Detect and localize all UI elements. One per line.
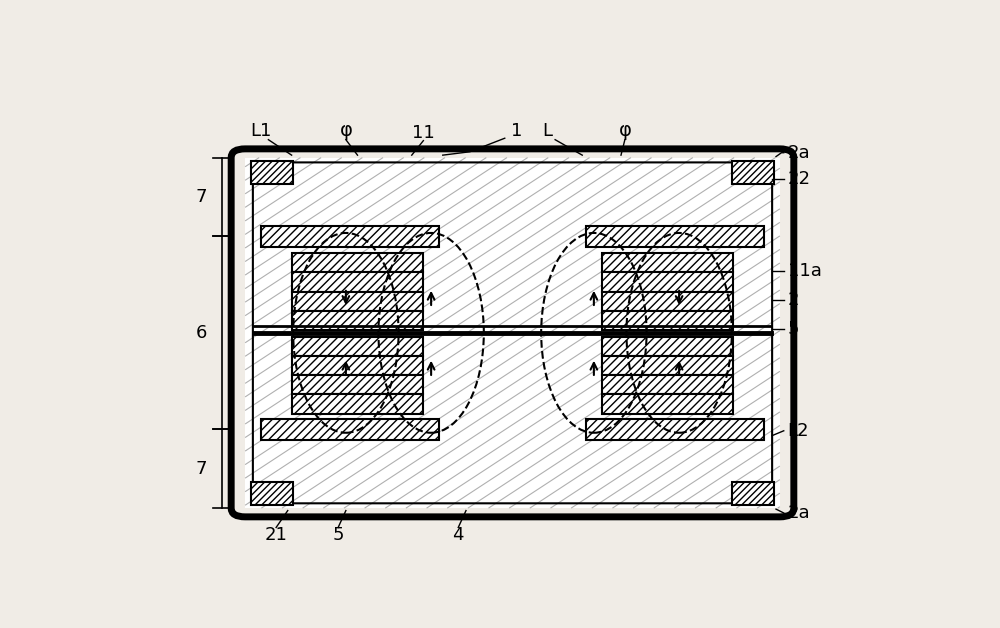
Bar xyxy=(602,337,733,356)
Bar xyxy=(251,482,293,505)
Text: L1: L1 xyxy=(250,122,271,140)
Text: 2a: 2a xyxy=(788,504,810,522)
Bar xyxy=(602,356,733,375)
Bar xyxy=(292,273,423,291)
Bar xyxy=(292,337,423,356)
Text: 5: 5 xyxy=(332,526,344,544)
Text: 2a: 2a xyxy=(788,144,810,162)
Text: 4: 4 xyxy=(452,526,464,544)
Bar xyxy=(292,394,423,414)
Text: 1: 1 xyxy=(511,122,522,140)
Bar xyxy=(292,375,423,394)
Bar xyxy=(602,394,733,414)
Text: L2: L2 xyxy=(788,422,809,440)
Bar xyxy=(732,482,774,505)
Bar xyxy=(602,291,733,311)
Text: 21: 21 xyxy=(265,526,288,544)
Text: 7: 7 xyxy=(195,460,207,478)
Bar xyxy=(292,356,423,375)
Text: 5: 5 xyxy=(788,320,799,338)
Text: 6: 6 xyxy=(195,324,207,342)
Bar xyxy=(292,291,423,311)
Bar xyxy=(602,311,733,330)
Bar xyxy=(245,158,780,508)
Bar xyxy=(261,419,439,440)
Bar xyxy=(292,311,423,330)
Text: 2: 2 xyxy=(788,291,799,309)
Bar xyxy=(261,226,439,247)
Text: 11: 11 xyxy=(412,124,435,143)
Bar xyxy=(251,161,293,184)
Text: 7: 7 xyxy=(195,188,207,206)
Bar xyxy=(586,226,764,247)
Bar xyxy=(602,375,733,394)
Text: φ: φ xyxy=(618,121,631,141)
Bar xyxy=(292,253,423,273)
Text: L: L xyxy=(542,122,552,140)
Bar xyxy=(602,253,733,273)
Bar xyxy=(586,419,764,440)
Bar xyxy=(602,273,733,291)
Text: 22: 22 xyxy=(788,170,811,188)
Text: 11a: 11a xyxy=(788,263,822,280)
Bar xyxy=(732,161,774,184)
Text: φ: φ xyxy=(339,121,352,141)
